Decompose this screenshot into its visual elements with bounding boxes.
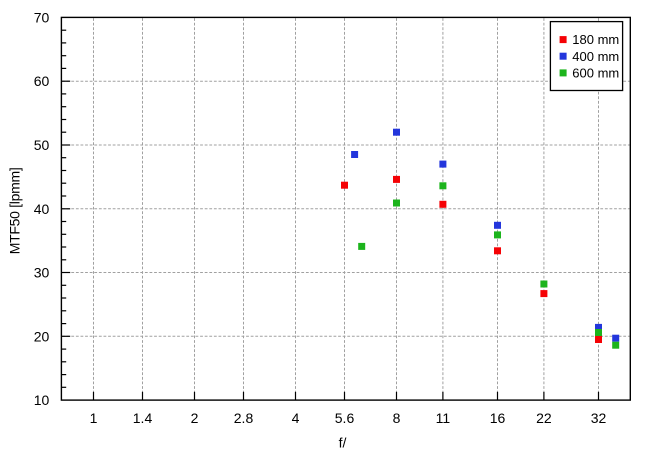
svg-text:50: 50 — [34, 137, 50, 153]
svg-text:400 mm: 400 mm — [572, 49, 619, 64]
svg-text:11: 11 — [436, 410, 451, 426]
svg-text:40: 40 — [34, 201, 50, 217]
svg-text:30: 30 — [34, 265, 50, 281]
svg-text:4: 4 — [292, 410, 300, 426]
svg-text:2.8: 2.8 — [234, 410, 254, 426]
svg-text:180 mm: 180 mm — [572, 32, 619, 47]
svg-text:70: 70 — [34, 9, 50, 25]
svg-text:8: 8 — [393, 410, 401, 426]
svg-text:1: 1 — [90, 410, 98, 426]
svg-text:20: 20 — [34, 328, 50, 344]
svg-text:1.4: 1.4 — [133, 410, 153, 426]
svg-text:5.6: 5.6 — [335, 410, 355, 426]
svg-text:22: 22 — [536, 410, 552, 426]
svg-text:32: 32 — [591, 410, 607, 426]
svg-text:f/: f/ — [339, 434, 347, 450]
svg-text:10: 10 — [34, 392, 50, 408]
svg-text:MTF50 [lpmm]: MTF50 [lpmm] — [7, 168, 23, 255]
svg-text:600 mm: 600 mm — [572, 66, 619, 81]
svg-text:16: 16 — [490, 410, 506, 426]
svg-text:60: 60 — [34, 73, 50, 89]
svg-text:2: 2 — [191, 410, 199, 426]
